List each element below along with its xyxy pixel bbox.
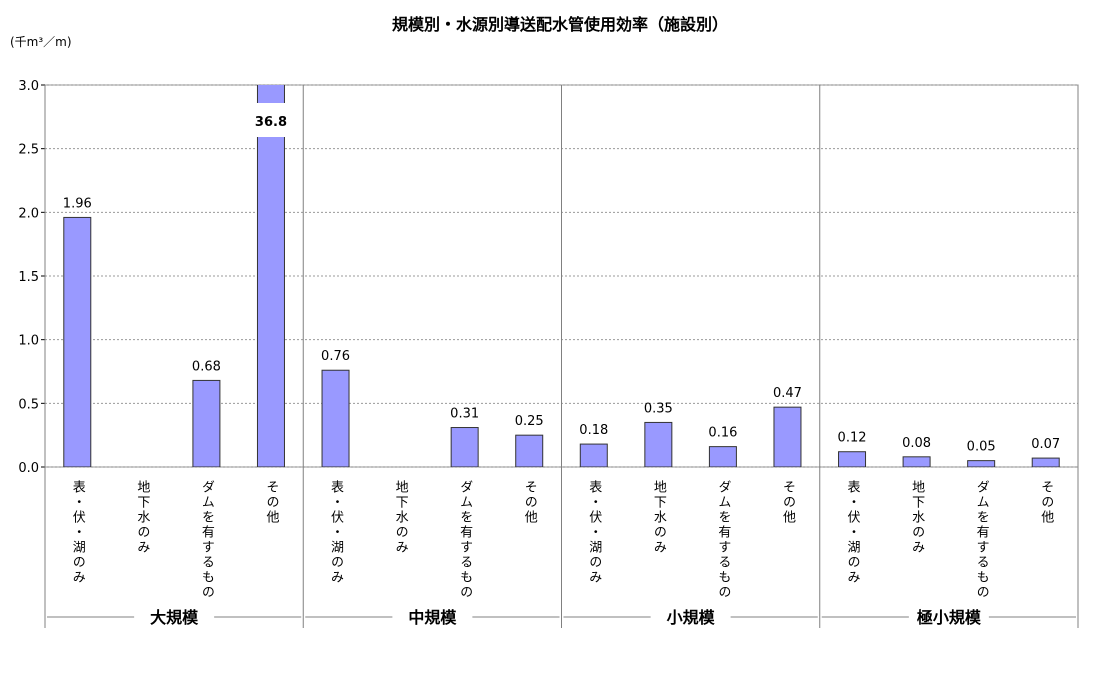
value-label: 0.76 xyxy=(321,349,350,364)
bar xyxy=(838,451,867,467)
y-axis-unit: (千m³／m) xyxy=(10,35,72,49)
x-tick-label: 表・伏・湖のみ xyxy=(70,480,86,585)
bar xyxy=(192,379,221,467)
value-label: 0.47 xyxy=(773,386,802,401)
y-tick-label: 3.0 xyxy=(18,79,39,94)
value-label: 0.25 xyxy=(515,414,544,429)
group-label: 大規模 xyxy=(150,608,199,627)
value-label: 0.35 xyxy=(644,401,673,416)
value-label: 0.07 xyxy=(1031,437,1060,452)
y-tick-label: 2.0 xyxy=(18,206,39,221)
bar xyxy=(450,427,479,467)
value-label: 0.08 xyxy=(902,436,931,451)
x-tick-label: ダムを有するもの xyxy=(457,480,473,600)
group-label: 小規模 xyxy=(667,608,716,627)
x-tick-label: その他 xyxy=(1038,480,1054,525)
bar xyxy=(967,460,996,467)
bar xyxy=(902,456,931,467)
axis-break xyxy=(254,103,287,137)
value-label: 0.31 xyxy=(450,407,479,422)
x-tick-label: 地下水のみ xyxy=(651,480,667,555)
x-tick-label: 地下水のみ xyxy=(909,480,925,555)
x-tick-label: ダムを有するもの xyxy=(715,480,731,600)
value-label: 0.12 xyxy=(838,431,867,446)
group-label: 中規模 xyxy=(408,608,457,627)
x-tick-label: ダムを有するもの xyxy=(199,480,215,600)
bar xyxy=(708,446,737,467)
y-tick-label: 2.5 xyxy=(18,143,39,158)
bar xyxy=(63,216,92,467)
bar xyxy=(1031,457,1060,467)
x-tick-label: その他 xyxy=(263,480,279,525)
value-label: 1.96 xyxy=(63,196,92,211)
y-tick-label: 1.5 xyxy=(18,270,39,285)
bar xyxy=(321,369,350,467)
value-label: 36.8 xyxy=(255,115,287,130)
bar xyxy=(515,434,544,467)
y-tick-label: 0.0 xyxy=(18,461,39,476)
chart-title: 規模別・水源別導送配水管使用効率（施設別） xyxy=(392,15,728,34)
x-tick-label: 地下水のみ xyxy=(393,480,409,555)
x-tick-label: 表・伏・湖のみ xyxy=(845,480,861,585)
x-tick-label: 地下水のみ xyxy=(134,480,150,555)
x-tick-label: 表・伏・湖のみ xyxy=(328,480,344,585)
group-label: 極小規模 xyxy=(916,608,982,627)
value-label: 0.68 xyxy=(192,359,221,374)
x-tick-label: その他 xyxy=(522,480,538,525)
x-tick-label: 表・伏・湖のみ xyxy=(586,480,602,585)
bar xyxy=(773,406,802,467)
value-label: 0.18 xyxy=(579,423,608,438)
y-tick-label: 0.5 xyxy=(18,397,39,412)
bar xyxy=(579,443,608,467)
bar xyxy=(644,421,673,467)
x-tick-label: ダムを有するもの xyxy=(974,480,990,600)
bar xyxy=(256,85,285,467)
x-tick-label: その他 xyxy=(780,480,796,525)
value-label: 0.05 xyxy=(967,440,996,455)
y-tick-label: 1.0 xyxy=(18,334,39,349)
value-label: 0.16 xyxy=(708,426,737,441)
bars xyxy=(63,85,1060,467)
